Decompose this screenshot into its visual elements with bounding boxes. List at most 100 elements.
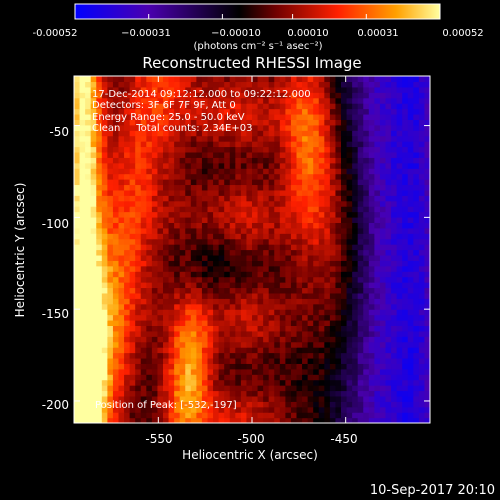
heatmap-cell [140,168,147,175]
heatmap-cell [85,97,92,104]
heatmap-cell [302,303,309,310]
heatmap-cell [74,319,81,326]
heatmap-cell [290,292,298,299]
heatmap-cell [190,189,197,196]
heatmap-cell [246,168,253,175]
heatmap-cell [352,401,359,408]
heatmap-cell [151,119,159,126]
heatmap-cell [140,292,147,299]
heatmap-cell [290,227,298,234]
heatmap-cell [352,195,359,202]
heatmap-cell [335,298,342,305]
heatmap-cell [290,97,298,104]
heatmap-cell [341,368,348,375]
heatmap-cell [252,282,259,289]
heatmap-cell [74,303,81,310]
heatmap-cell [112,417,120,423]
heatmap-cell [357,401,364,408]
heatmap-cell [146,103,153,110]
heatmap-cell [368,374,375,381]
heatmap-cell [246,271,253,278]
heatmap-cell [279,157,286,164]
heatmap-cell [74,76,81,83]
heatmap-cell [118,124,125,131]
heatmap-cell [252,92,259,99]
heatmap-cell [213,249,220,256]
heatmap-cell [151,189,159,196]
heatmap-cell [324,309,331,316]
heatmap-cell [329,135,337,142]
heatmap-cell [96,303,103,310]
heatmap-cell [146,113,153,120]
heatmap-cell [324,325,331,332]
heatmap-cell [96,206,103,213]
heatmap-cell [85,86,92,93]
heatmap-cell [318,151,325,158]
heatmap-cell [201,357,209,364]
heatmap-cell [174,216,181,223]
heatmap-cell [201,157,209,164]
heatmap-cell [118,189,125,196]
heatmap-cell [318,233,325,240]
heatmap-cell [85,189,92,196]
heatmap-cell [279,244,286,251]
heatmap-cell [302,103,309,110]
heatmap-cell [224,238,231,245]
heatmap-cell [307,395,314,402]
heatmap-cell [391,200,398,207]
heatmap-cell [201,184,209,191]
heatmap-cell [90,336,97,343]
heatmap-cell [190,211,197,218]
heatmap-cell [185,76,192,83]
heatmap-cell [274,309,281,316]
heatmap-cell [418,390,426,397]
heatmap-cell [112,336,120,343]
heatmap-cell [168,184,175,191]
heatmap-cell [391,233,398,240]
heatmap-cell [341,184,348,191]
heatmap-cell [263,92,270,99]
heatmap-cell [285,319,292,326]
heatmap-cell [285,244,292,251]
heatmap-cell [85,336,92,343]
heatmap-cell [163,265,170,272]
heatmap-cell [302,130,309,137]
heatmap-cell [163,206,170,213]
heatmap-cell [240,417,248,423]
heatmap-cell [85,341,92,348]
heatmap-cell [107,130,114,137]
heatmap-cell [346,97,353,104]
heatmap-cell [279,151,286,158]
heatmap-cell [263,319,270,326]
heatmap-cell [257,162,264,169]
heatmap-cell [101,417,108,423]
heatmap-cell [346,151,353,158]
heatmap-cell [257,200,264,207]
heatmap-cell [402,314,409,321]
heatmap-cell [391,222,398,229]
heatmap-cell [135,81,142,88]
heatmap-cell [174,108,181,115]
heatmap-cell [313,97,320,104]
heatmap-cell [151,412,159,419]
heatmap-cell [396,244,403,251]
heatmap-cell [157,390,164,397]
heatmap-cell [240,151,248,158]
heatmap-cell [257,341,264,348]
heatmap-cell [240,86,248,93]
heatmap-cell [307,309,314,316]
heatmap-cell [257,347,264,354]
heatmap-cell [396,352,403,359]
heatmap-cell [74,141,81,148]
heatmap-cell [146,390,153,397]
heatmap-cell [90,325,97,332]
heatmap-cell [335,157,342,164]
heatmap-cell [252,97,259,104]
heatmap-cell [107,298,114,305]
heatmap-cell [196,282,203,289]
heatmap-cell [179,135,186,142]
heatmap-cell [374,103,381,110]
heatmap-cell [168,119,175,126]
heatmap-cell [424,179,430,186]
